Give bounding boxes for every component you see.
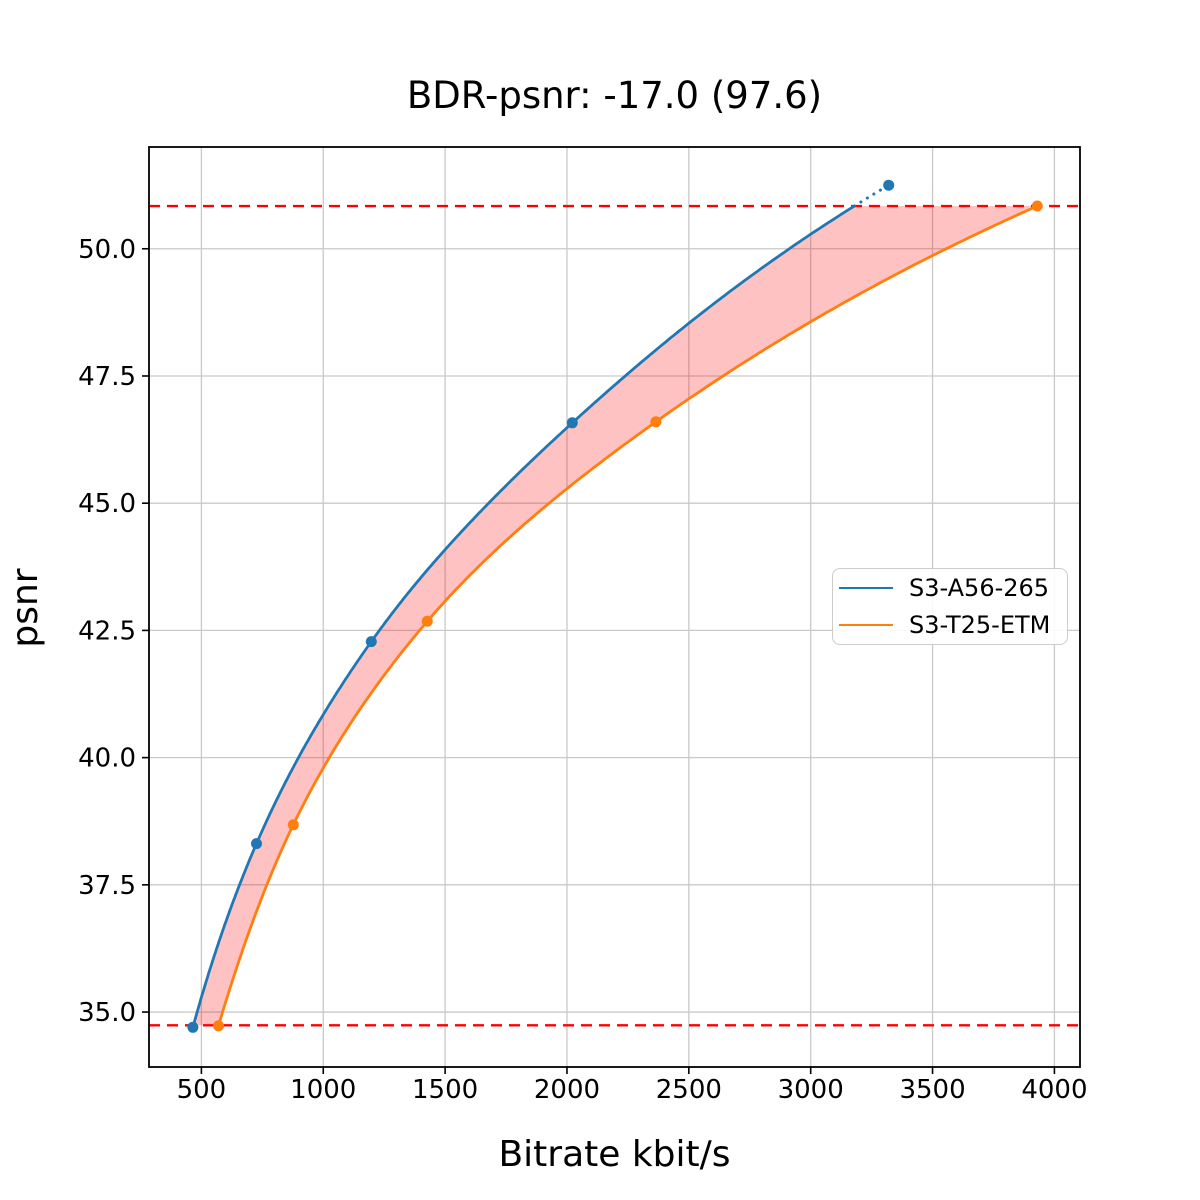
- x-tick-label: 3000: [778, 1075, 844, 1105]
- x-axis-label: Bitrate kbit/s: [498, 1134, 731, 1175]
- x-tick-label: 1000: [290, 1075, 356, 1105]
- y-tick-label: 47.5: [78, 362, 136, 392]
- legend-entry: S3-T25-ETM: [839, 608, 1067, 642]
- y-tick-label: 42.5: [78, 616, 136, 646]
- y-tick-label: 35.0: [78, 998, 136, 1028]
- y-axis-label: psnr: [5, 568, 46, 648]
- data-point-marker-S3-A56-265: [251, 838, 262, 850]
- y-tick-label: 40.0: [78, 744, 136, 774]
- curve-S3-T25-ETM: [217, 204, 1038, 1027]
- y-tick-label: 37.5: [78, 871, 136, 901]
- x-tick-label: 2500: [656, 1075, 722, 1105]
- data-point-marker-S3-A56-265: [187, 1021, 199, 1033]
- data-point-marker-S3-A56-265: [365, 636, 377, 648]
- x-tick-label: 1500: [412, 1075, 478, 1105]
- chart-title: BDR-psnr: -17.0 (97.6): [406, 74, 823, 117]
- data-point-marker-S3-A56-265: [566, 417, 578, 429]
- x-tick-label: 2000: [534, 1075, 600, 1105]
- legend-line-sample-icon: [839, 624, 893, 626]
- data-point-marker-S3-A56-265: [883, 179, 895, 191]
- y-tick-label: 45.0: [78, 489, 136, 519]
- data-point-marker-S3-T25-ETM: [650, 416, 662, 428]
- legend-label: S3-T25-ETM: [909, 611, 1051, 639]
- curve-S3-A56-265: [191, 204, 856, 1028]
- legend: S3-A56-265 S3-T25-ETM: [832, 568, 1068, 645]
- legend-line-sample-icon: [839, 587, 893, 589]
- data-point-marker-S3-T25-ETM: [421, 615, 433, 627]
- plot-border: [148, 146, 1081, 1068]
- data-point-marker-S3-T25-ETM: [1031, 200, 1043, 212]
- y-tick-label: 50.0: [78, 235, 136, 265]
- data-point-marker-S3-T25-ETM: [213, 1020, 224, 1032]
- x-tick-label: 3500: [899, 1075, 965, 1105]
- curve-extrapolation-dotted-S3-A56-265: [852, 183, 891, 208]
- data-point-marker-S3-T25-ETM: [287, 819, 299, 831]
- legend-label: S3-A56-265: [909, 574, 1050, 602]
- x-tick-label: 4000: [1021, 1075, 1087, 1105]
- legend-entry: S3-A56-265: [839, 571, 1067, 605]
- x-tick-label: 500: [177, 1075, 227, 1105]
